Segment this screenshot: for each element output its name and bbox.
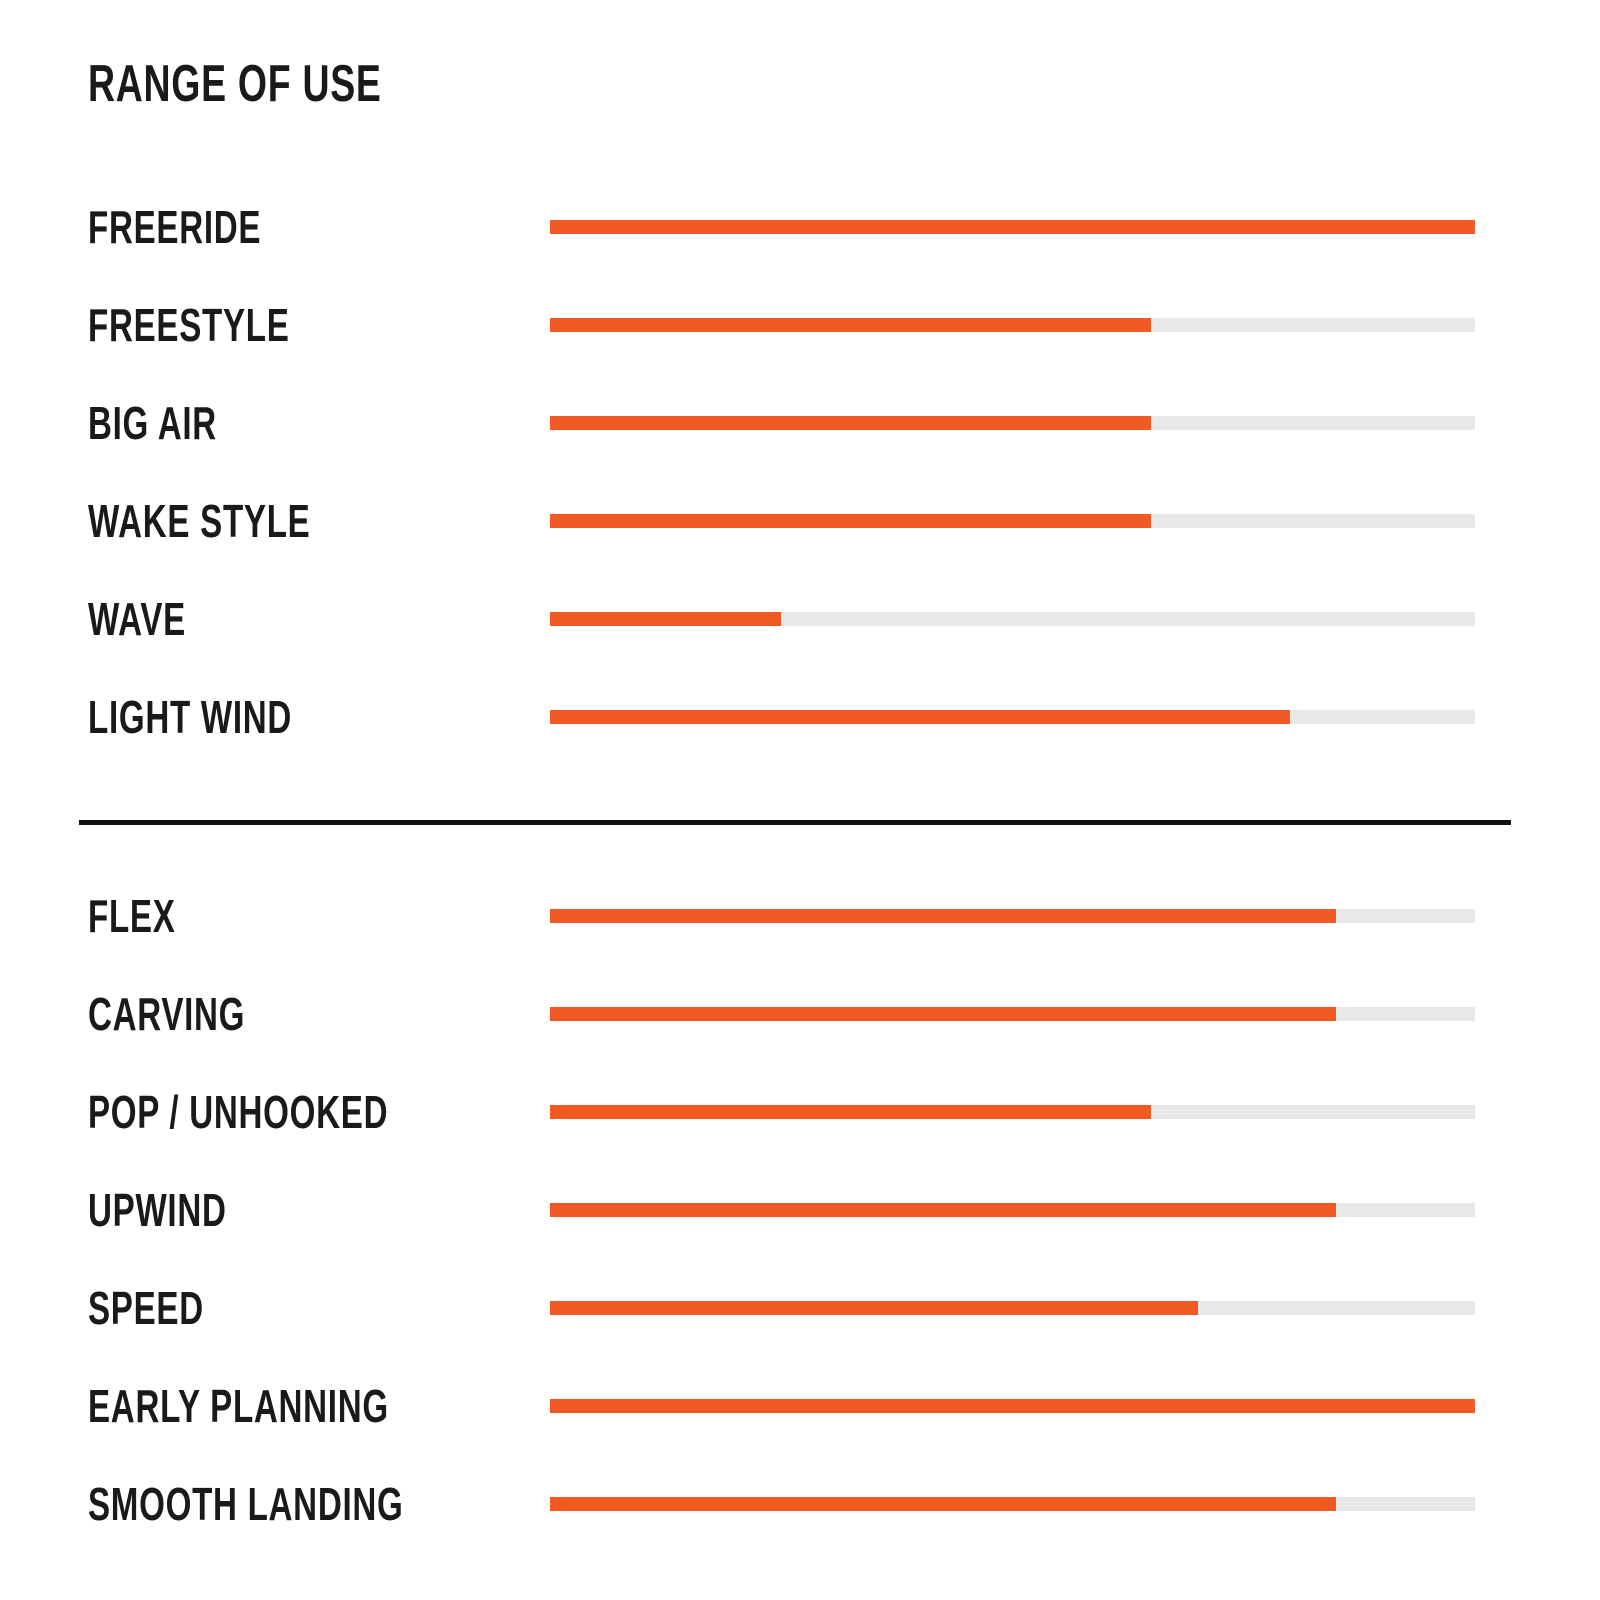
chart-row-freestyle: FREESTYLE [88, 276, 1475, 374]
chart-row-wake-style: WAKE STYLE [88, 472, 1475, 570]
bar-track [550, 514, 1475, 528]
row-label-text: FLEX [88, 890, 176, 942]
row-label: FLEX [88, 893, 550, 939]
page-title-text: RANGE OF USE [88, 55, 382, 113]
bar-fill [550, 909, 1337, 923]
bar-track [550, 1301, 1475, 1315]
row-label-text: SMOOTH LANDING [88, 1478, 404, 1530]
row-label-text: CARVING [88, 988, 246, 1040]
row-label: UPWIND [88, 1187, 550, 1233]
bar-track [550, 710, 1475, 724]
bar-track [550, 612, 1475, 626]
bar-track [550, 220, 1475, 234]
bar-fill [550, 318, 1152, 332]
bar-fill [550, 1399, 1475, 1413]
bar-track [550, 1399, 1475, 1413]
bar-track [550, 1105, 1475, 1119]
chart-row-wave: WAVE [88, 570, 1475, 668]
chart-body: FREERIDE FREESTYLE BIG AIR WAKE STYLE WA… [79, 178, 1511, 1553]
row-label-text: SPEED [88, 1282, 204, 1334]
chart-row-freeride: FREERIDE [88, 178, 1475, 276]
bar-track [550, 318, 1475, 332]
bar-track [550, 909, 1475, 923]
bar-track [550, 1497, 1475, 1511]
chart-row-light-wind: LIGHT WIND [88, 668, 1475, 766]
chart-row-upwind: UPWIND [88, 1161, 1475, 1259]
bar-track [550, 1203, 1475, 1217]
row-label: EARLY PLANNING [88, 1383, 550, 1429]
bar-fill [550, 1007, 1337, 1021]
bar-fill [550, 1301, 1198, 1315]
row-label-text: UPWIND [88, 1184, 227, 1236]
bar-fill [550, 710, 1290, 724]
chart-row-flex: FLEX [88, 867, 1475, 965]
bar-track [550, 416, 1475, 430]
chart-row-speed: SPEED [88, 1259, 1475, 1357]
row-label: POP / UNHOOKED [88, 1089, 550, 1135]
row-label-text: FREESTYLE [88, 299, 290, 351]
row-label: FREESTYLE [88, 302, 550, 348]
row-label: LIGHT WIND [88, 694, 550, 740]
row-label-text: FREERIDE [88, 201, 262, 253]
row-label: SPEED [88, 1285, 550, 1331]
row-label-text: POP / UNHOOKED [88, 1086, 389, 1138]
row-label: SMOOTH LANDING [88, 1481, 550, 1527]
row-label-text: WAKE STYLE [88, 495, 311, 547]
chart-row-pop-unhooked: POP / UNHOOKED [88, 1063, 1475, 1161]
chart-row-early-planning: EARLY PLANNING [88, 1357, 1475, 1455]
bar-fill [550, 220, 1475, 234]
row-label: FREERIDE [88, 204, 550, 250]
row-label: CARVING [88, 991, 550, 1037]
row-label: BIG AIR [88, 400, 550, 446]
bar-fill [550, 1497, 1337, 1511]
chart-row-carving: CARVING [88, 965, 1475, 1063]
row-label: WAVE [88, 596, 550, 642]
bar-fill [550, 1203, 1337, 1217]
chart-row-smooth-landing: SMOOTH LANDING [88, 1455, 1475, 1553]
bar-fill [550, 416, 1152, 430]
row-label-text: EARLY PLANNING [88, 1380, 389, 1432]
row-label-text: LIGHT WIND [88, 691, 293, 743]
bar-fill [550, 1105, 1152, 1119]
bar-fill [550, 612, 782, 626]
row-label-text: WAVE [88, 593, 186, 645]
bar-track [550, 1007, 1475, 1021]
chart-row-big-air: BIG AIR [88, 374, 1475, 472]
row-label: WAKE STYLE [88, 498, 550, 544]
section-divider-line [79, 820, 1511, 825]
row-label-text: BIG AIR [88, 397, 217, 449]
page-title: RANGE OF USE [88, 58, 496, 110]
bar-fill [550, 514, 1152, 528]
